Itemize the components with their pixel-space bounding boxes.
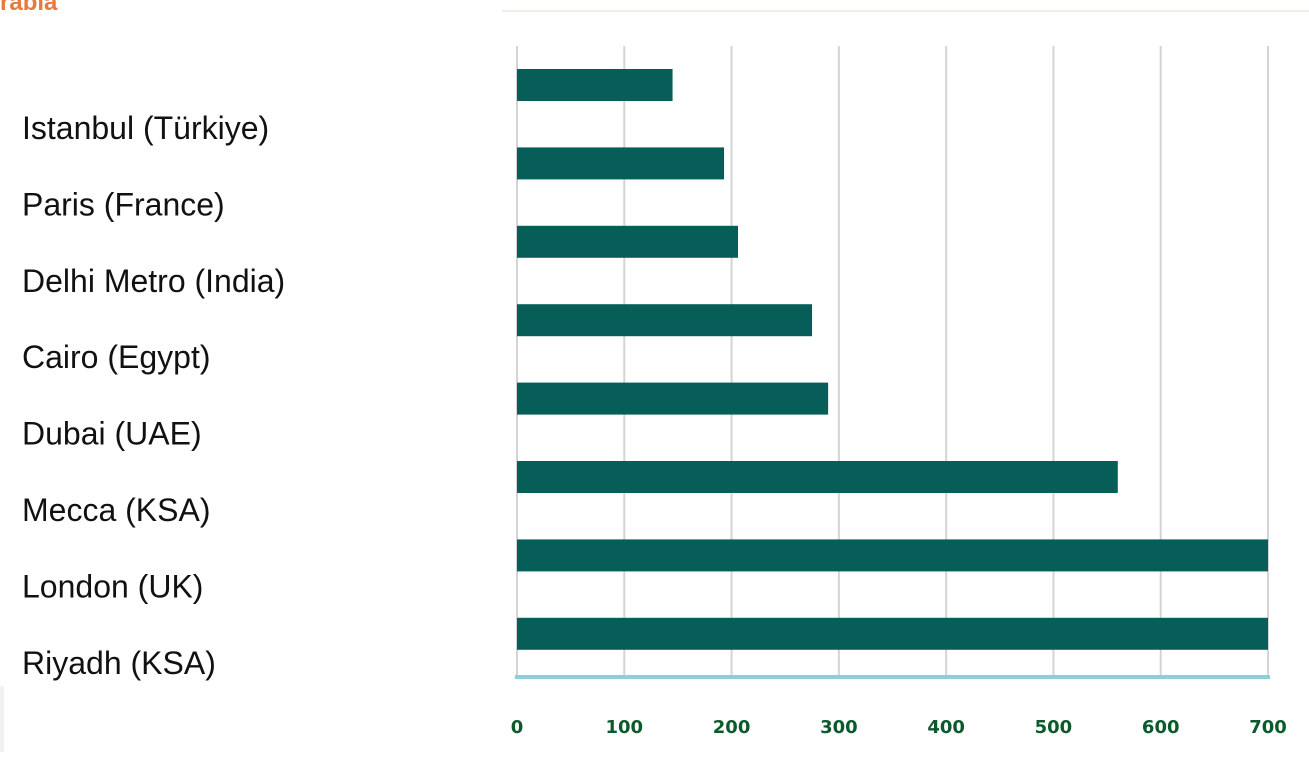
partial-heading: rabia [0, 0, 58, 16]
bar [517, 69, 673, 101]
category-label: Mecca (KSA) [22, 492, 210, 528]
category-labels: Istanbul (Türkiye) Paris (France) Delhi Me… [22, 110, 285, 681]
x-tick-label: 500 [1035, 717, 1073, 738]
x-tick-label: 300 [820, 717, 858, 738]
x-tick-labels: 0 100 200 300 400 500 600 700 [511, 717, 1287, 738]
x-tick-label: 600 [1142, 717, 1180, 738]
bar [517, 382, 829, 415]
x-tick-label: 100 [605, 717, 643, 738]
x-tick-label: 400 [927, 717, 965, 738]
x-axis-baseline [515, 675, 1270, 679]
category-label: Riyadh (KSA) [22, 645, 216, 681]
bar [517, 617, 1268, 650]
bar [517, 539, 1268, 572]
category-label: Cairo (Egypt) [22, 339, 211, 375]
x-tick-label: 700 [1249, 717, 1287, 738]
gridlines [516, 46, 1269, 678]
bar [517, 147, 725, 180]
category-label: Istanbul (Türkiye) [22, 110, 269, 146]
bar [517, 304, 813, 337]
category-label: Delhi Metro (India) [22, 263, 285, 299]
left-edge-fragment [0, 686, 4, 752]
bars [517, 69, 1268, 650]
top-divider [502, 10, 1309, 12]
x-tick-label: 0 [511, 717, 524, 738]
category-label: London (UK) [22, 568, 203, 604]
bar [517, 461, 1118, 493]
category-label: Dubai (UAE) [22, 416, 202, 452]
axis-line [515, 675, 1270, 679]
category-label: Paris (France) [22, 186, 225, 222]
bar [517, 225, 739, 258]
x-tick-label: 200 [713, 717, 751, 738]
